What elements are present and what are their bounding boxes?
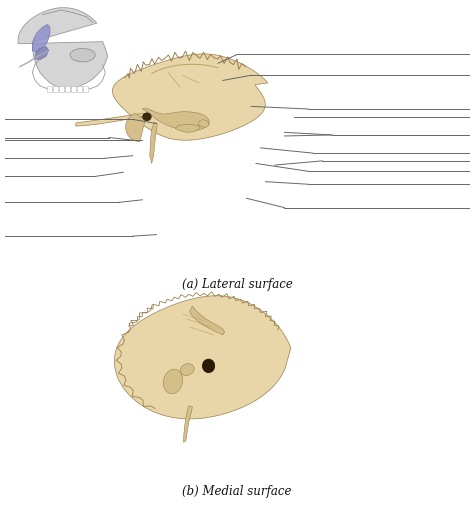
Bar xyxy=(54,86,58,91)
Bar xyxy=(65,86,70,91)
Text: (b) Medial surface: (b) Medial surface xyxy=(182,485,292,498)
Polygon shape xyxy=(114,296,291,419)
Polygon shape xyxy=(190,306,225,335)
Bar xyxy=(77,86,82,91)
Polygon shape xyxy=(35,47,49,60)
Ellipse shape xyxy=(180,364,194,375)
Polygon shape xyxy=(32,24,50,52)
Ellipse shape xyxy=(70,48,95,62)
Ellipse shape xyxy=(163,369,183,394)
Bar xyxy=(59,86,64,91)
Bar xyxy=(83,86,88,91)
Bar xyxy=(47,86,52,91)
Polygon shape xyxy=(76,113,147,126)
Circle shape xyxy=(202,359,215,373)
Polygon shape xyxy=(150,122,157,163)
Ellipse shape xyxy=(199,120,209,127)
Polygon shape xyxy=(18,8,108,89)
Text: (a) Lateral surface: (a) Lateral surface xyxy=(182,278,292,291)
Ellipse shape xyxy=(143,113,151,120)
Polygon shape xyxy=(112,54,268,140)
Polygon shape xyxy=(175,125,200,132)
Polygon shape xyxy=(142,108,210,131)
Polygon shape xyxy=(126,113,146,142)
Bar xyxy=(71,86,76,91)
Polygon shape xyxy=(183,406,192,442)
